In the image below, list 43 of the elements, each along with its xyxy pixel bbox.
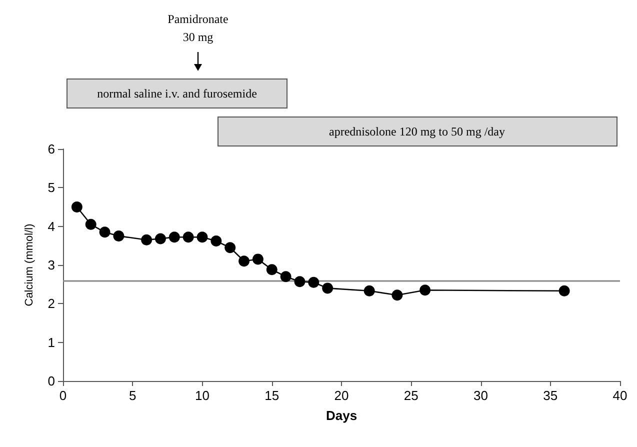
x-tick-label: 0 (59, 388, 67, 403)
point (420, 284, 431, 296)
text: Pamidronate 30 mg (168, 12, 228, 44)
x-tick-label: 20 (334, 388, 349, 403)
y-axis-title: Calcium (mmol/l) (24, 224, 36, 306)
point (113, 230, 124, 242)
point (210, 236, 222, 247)
point (85, 218, 96, 230)
y-tick-label: 5 (48, 180, 55, 196)
point (238, 256, 250, 267)
y-tick-label: 0 (48, 374, 55, 388)
x-tick-label: 10 (195, 388, 210, 403)
x-tick-label: 40 (612, 388, 628, 403)
point (224, 242, 236, 254)
x-tick-label: 5 (129, 388, 136, 403)
text: normal saline i.v. and furosemide (97, 86, 257, 100)
point (266, 264, 278, 276)
y-tick-label: 3 (48, 258, 55, 272)
x-tick-label: 25 (404, 388, 418, 403)
x-tick-label: 30 (474, 388, 488, 403)
y-tick-label: 4 (48, 218, 55, 234)
point (280, 271, 292, 282)
point (322, 282, 334, 294)
point (141, 234, 152, 246)
point (182, 232, 194, 243)
y-tick-label: 6 (48, 142, 55, 156)
point (392, 290, 403, 301)
y-tick-label: 2 (48, 296, 55, 312)
point (294, 276, 306, 288)
x-tick-label: 35 (543, 388, 558, 403)
point (168, 232, 180, 243)
point (252, 254, 264, 265)
point (308, 276, 320, 288)
x-axis-title: Days (326, 408, 358, 423)
point (364, 285, 375, 296)
y-tick-label: 1 (48, 334, 55, 350)
point (71, 202, 82, 212)
point (99, 226, 110, 238)
text: aprednisolone 120 mg to 50 mg /day (329, 124, 505, 138)
point (558, 285, 570, 296)
point (196, 232, 208, 243)
point (154, 233, 166, 244)
x-tick-label: 15 (264, 388, 280, 403)
